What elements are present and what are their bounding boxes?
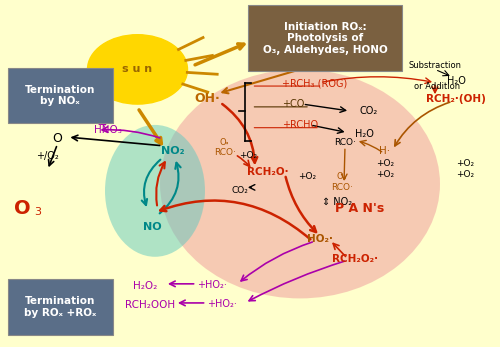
Text: +O₂: +O₂ <box>456 159 474 168</box>
Text: +CO: +CO <box>282 99 305 109</box>
Text: RCH₂O₂·: RCH₂O₂· <box>332 254 378 263</box>
FancyBboxPatch shape <box>8 279 113 335</box>
Text: +/O₂: +/O₂ <box>36 151 60 161</box>
Text: H₂O: H₂O <box>354 129 374 138</box>
Text: +O₂: +O₂ <box>298 172 316 181</box>
Text: H₂O: H₂O <box>446 76 466 85</box>
Text: RCO·: RCO· <box>332 183 353 192</box>
FancyBboxPatch shape <box>8 68 113 123</box>
Text: RCO·: RCO· <box>334 138 356 147</box>
Text: or Addition: or Addition <box>414 82 461 91</box>
Text: HO₂·: HO₂· <box>307 235 333 244</box>
Text: +RCH₃ (ROG): +RCH₃ (ROG) <box>282 78 348 88</box>
Text: ": " <box>224 142 228 151</box>
Text: Termination
by ROₓ +ROₓ: Termination by ROₓ +ROₓ <box>24 296 96 318</box>
Text: NO: NO <box>143 222 162 232</box>
FancyBboxPatch shape <box>248 5 402 71</box>
Text: H·: H· <box>380 146 390 156</box>
Text: RCH₂O·: RCH₂O· <box>246 167 288 177</box>
Text: +O₂: +O₂ <box>376 170 394 179</box>
Ellipse shape <box>160 69 440 298</box>
Text: CO₂: CO₂ <box>232 186 248 195</box>
Text: ⇕ NO₂: ⇕ NO₂ <box>322 197 352 207</box>
Text: Substraction: Substraction <box>408 61 462 70</box>
Text: +O₂: +O₂ <box>456 170 474 179</box>
Text: CO₂: CO₂ <box>360 106 378 116</box>
Text: NO₂: NO₂ <box>161 146 184 156</box>
Text: RCH₂OOH: RCH₂OOH <box>125 301 175 310</box>
Text: +O₂: +O₂ <box>240 151 258 160</box>
Text: O: O <box>219 138 226 147</box>
Text: 3: 3 <box>34 208 41 217</box>
Text: +O₂: +O₂ <box>376 159 394 168</box>
Text: O: O <box>14 199 31 218</box>
Text: H₂O₂: H₂O₂ <box>132 281 157 291</box>
Text: +HO₂·: +HO₂· <box>208 299 238 309</box>
Text: s u n: s u n <box>122 65 152 74</box>
Text: RCO·: RCO· <box>214 148 236 157</box>
Circle shape <box>88 35 188 104</box>
Text: O: O <box>336 172 344 181</box>
Text: O: O <box>52 132 62 145</box>
Text: OH·: OH· <box>194 92 220 105</box>
Text: HNO₃: HNO₃ <box>94 125 122 135</box>
Text: Initiation ROₓ:
Photolysis of
O₃, Aldehydes, HONO: Initiation ROₓ: Photolysis of O₃, Aldehy… <box>262 22 388 55</box>
Text: Termination
by NOₓ: Termination by NOₓ <box>25 85 95 106</box>
Text: +HO₂·: +HO₂· <box>198 280 228 290</box>
Text: RCH₂·(OH): RCH₂·(OH) <box>426 94 486 104</box>
Text: ": " <box>342 177 346 186</box>
Ellipse shape <box>105 125 205 257</box>
Text: +RCHO: +RCHO <box>282 120 318 130</box>
Text: P A N's: P A N's <box>336 202 384 215</box>
